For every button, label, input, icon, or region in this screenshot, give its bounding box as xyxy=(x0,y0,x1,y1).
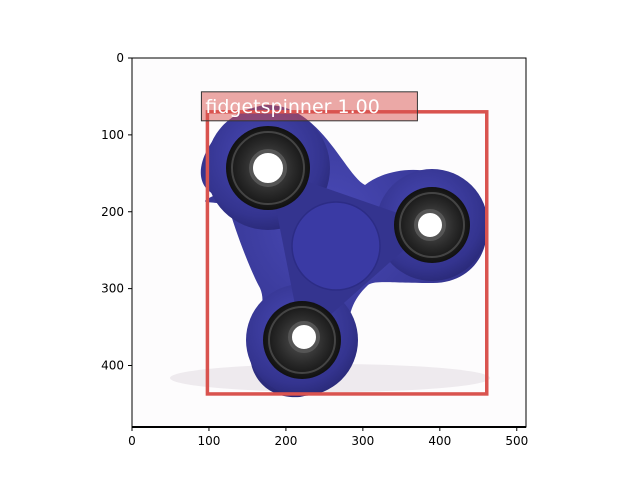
detection-label: fidgetspinner 1.00 xyxy=(205,96,379,118)
y-tick-label: 100 xyxy=(101,128,124,142)
x-tick-label: 400 xyxy=(428,434,451,448)
x-axis: 0 100 200 300 400 500 xyxy=(128,427,528,448)
y-tick-label: 400 xyxy=(101,359,124,373)
y-tick-label: 0 xyxy=(116,51,124,65)
x-tick-label: 300 xyxy=(351,434,374,448)
x-tick-label: 200 xyxy=(274,434,297,448)
detections: fidgetspinner 1.00 xyxy=(200,91,489,396)
detection-label-background xyxy=(200,91,418,122)
y-tick-label: 300 xyxy=(101,282,124,296)
y-tick-label: 200 xyxy=(101,205,124,219)
x-tick-label: 500 xyxy=(505,434,528,448)
fidget-spinner xyxy=(200,105,488,398)
bearing-top-left xyxy=(226,126,310,210)
bearing-right xyxy=(394,187,470,263)
bearing-bottom xyxy=(263,301,341,379)
x-tick-label: 100 xyxy=(198,434,221,448)
center-cap xyxy=(292,202,380,290)
x-tick-label: 0 xyxy=(128,434,136,448)
y-axis: 0 100 200 300 400 xyxy=(101,51,132,373)
